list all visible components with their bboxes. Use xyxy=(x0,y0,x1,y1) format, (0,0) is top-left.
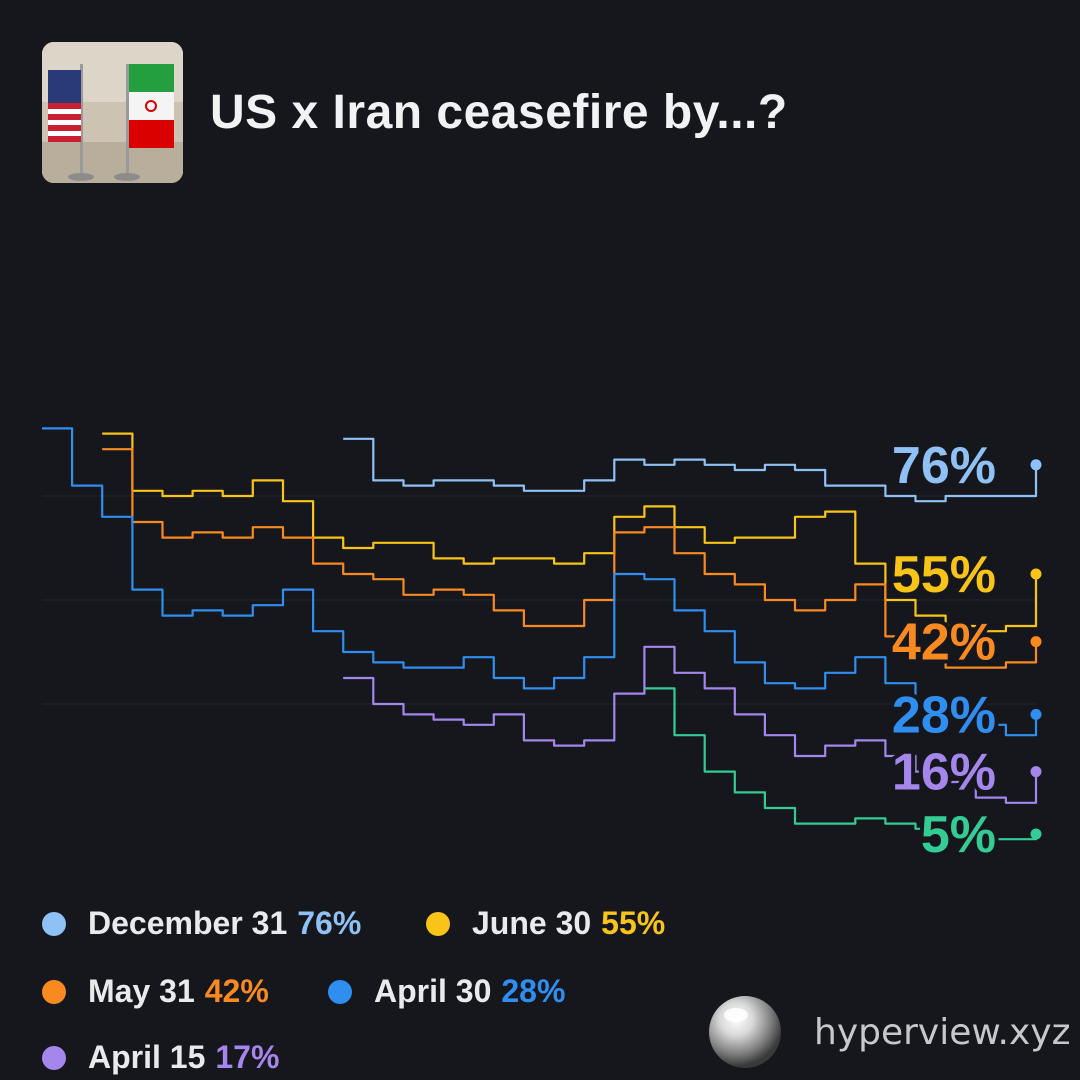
series-line xyxy=(644,687,1038,841)
legend-item-april-15: April 15 17% xyxy=(42,1039,279,1076)
chart-series xyxy=(42,427,1042,841)
legend-item-april-30: April 30 28% xyxy=(328,973,565,1010)
series-line xyxy=(102,432,1038,633)
series-end-point xyxy=(1030,766,1042,778)
series-end-point xyxy=(1030,708,1042,720)
legend-item-june-30: June 30 55% xyxy=(426,905,665,942)
legend-value: 55% xyxy=(601,905,666,941)
legend-dot xyxy=(426,911,450,936)
us-iran-flags-icon xyxy=(42,42,183,183)
brand: hyperview.xyz xyxy=(706,993,1070,1071)
series-end-point xyxy=(1030,568,1042,580)
line-chart: 76% 55% 42% 28%16%5% xyxy=(42,427,1042,868)
legend-dot xyxy=(328,979,352,1004)
chart-title: US x Iran ceasefire by...? xyxy=(210,86,788,139)
series-value-label: 76% xyxy=(892,437,996,495)
series-value-label: 16% xyxy=(892,744,996,802)
series-line xyxy=(102,448,1038,669)
series-line xyxy=(42,427,1038,737)
series-line xyxy=(343,645,1038,804)
chart-value-labels: 76% 55% 42% 28%16%5% xyxy=(888,433,1000,868)
legend-dot xyxy=(42,1045,66,1070)
legend-dot xyxy=(42,979,66,1004)
series-value-label: 28% xyxy=(892,686,996,744)
series-value-label: 42% xyxy=(892,614,996,672)
legend-value: 76% xyxy=(297,905,362,941)
series-line xyxy=(343,437,1038,503)
legend-value: 17% xyxy=(215,1039,280,1075)
legend-value: 28% xyxy=(501,973,566,1009)
sphere-logo-icon xyxy=(709,996,781,1068)
brand-name: hyperview.xyz xyxy=(814,1011,1071,1053)
series-end-point xyxy=(1030,636,1042,648)
legend-label: May 31 xyxy=(88,973,195,1009)
series-end-point xyxy=(1030,459,1042,471)
legend-dot xyxy=(42,911,66,936)
legend-item-december-31: December 31 76% xyxy=(42,905,361,942)
legend-label: April 30 xyxy=(374,973,492,1009)
header: US x Iran ceasefire by...? xyxy=(42,42,788,183)
legend-item-may-31: May 31 42% xyxy=(42,973,269,1010)
legend-label: April 15 xyxy=(88,1039,206,1075)
series-value-label: 5% xyxy=(921,806,996,864)
series-value-label: 55% xyxy=(892,546,996,604)
legend-label: December 31 xyxy=(88,905,288,941)
series-end-point xyxy=(1030,828,1042,840)
legend-value: 42% xyxy=(204,973,269,1009)
chart-grid xyxy=(42,495,1036,705)
legend-label: June 30 xyxy=(472,905,592,941)
